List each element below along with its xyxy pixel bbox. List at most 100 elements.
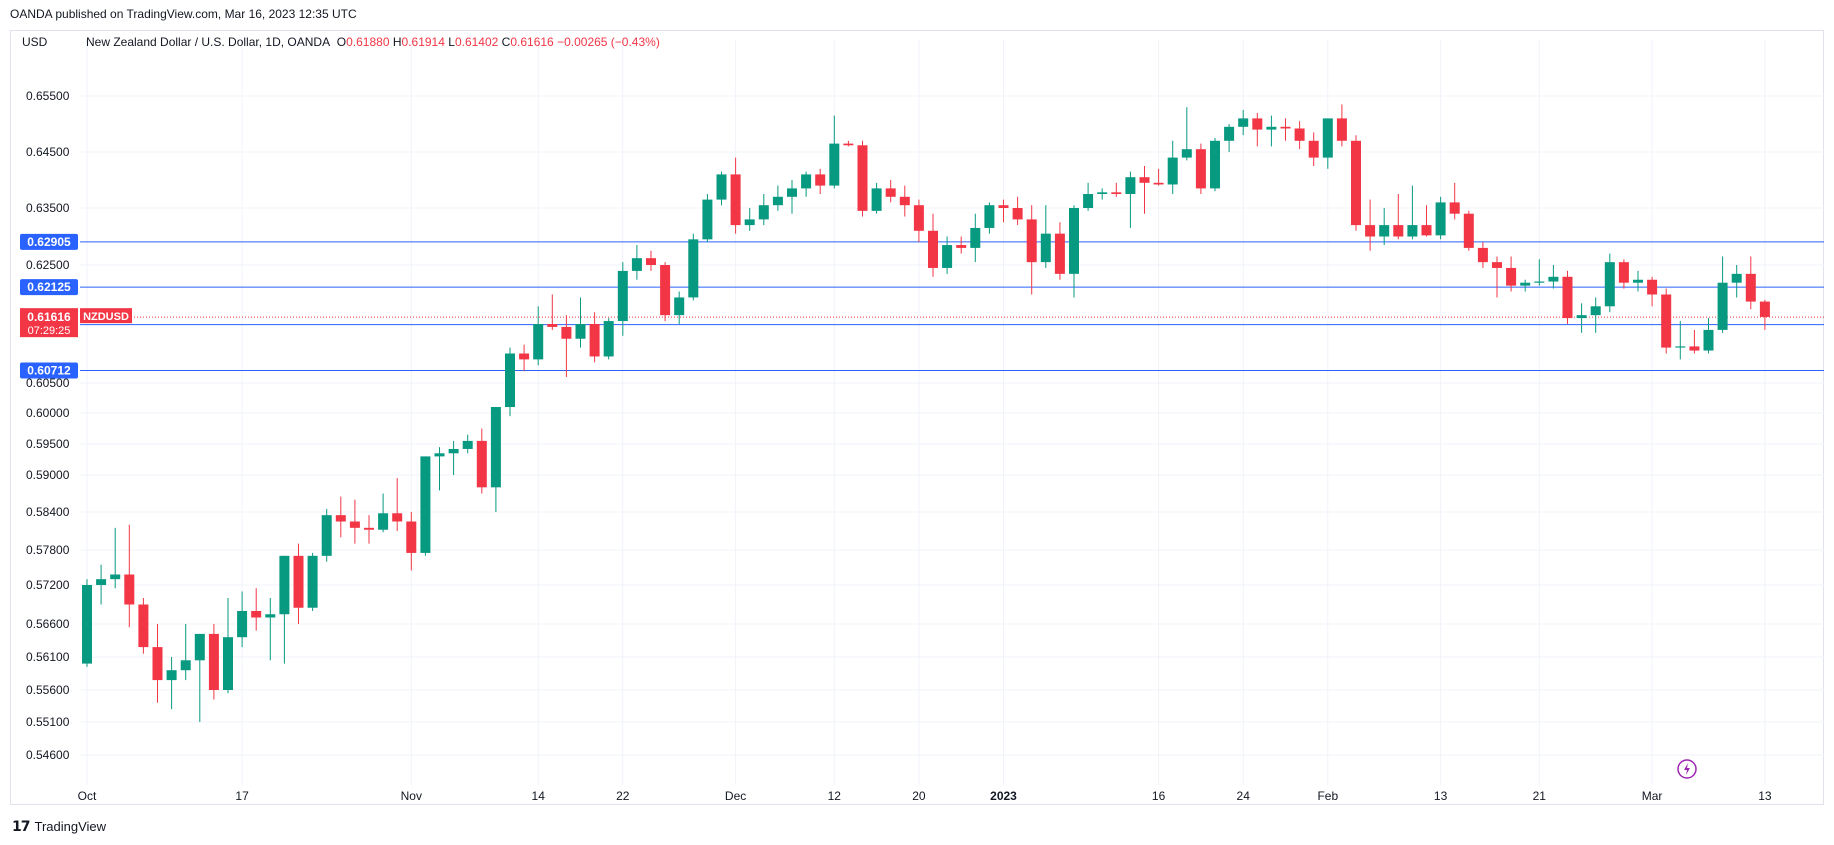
candle[interactable] <box>1322 118 1333 169</box>
candle[interactable] <box>1407 185 1418 240</box>
candle[interactable] <box>279 555 290 664</box>
candle[interactable] <box>1421 205 1432 237</box>
candle[interactable] <box>1562 270 1573 324</box>
candle[interactable] <box>1167 140 1178 194</box>
candle[interactable] <box>237 591 248 648</box>
candle[interactable] <box>688 233 699 301</box>
candle[interactable] <box>1125 171 1136 228</box>
candle[interactable] <box>533 306 544 366</box>
candle[interactable] <box>1365 199 1376 251</box>
candle[interactable] <box>490 407 501 512</box>
candle[interactable] <box>194 633 205 722</box>
candle[interactable] <box>970 213 981 263</box>
candle[interactable] <box>1463 210 1474 251</box>
candle[interactable] <box>1026 205 1037 295</box>
candle[interactable] <box>420 456 431 556</box>
candle[interactable] <box>349 499 360 544</box>
candle[interactable] <box>913 199 924 243</box>
candle[interactable] <box>110 527 121 589</box>
candle[interactable] <box>1012 196 1023 226</box>
candle[interactable] <box>82 579 92 667</box>
candle[interactable] <box>1590 297 1601 333</box>
candle[interactable] <box>1618 259 1629 289</box>
candle[interactable] <box>815 168 826 194</box>
candle[interactable] <box>857 140 868 217</box>
candle[interactable] <box>519 344 530 372</box>
candle[interactable] <box>942 236 953 274</box>
candle[interactable] <box>660 262 671 322</box>
candle[interactable] <box>293 543 304 624</box>
candle[interactable] <box>152 624 163 703</box>
candle[interactable] <box>1379 208 1390 246</box>
candle[interactable] <box>589 312 600 363</box>
candle[interactable] <box>744 208 755 231</box>
candle[interactable] <box>448 440 459 475</box>
candle[interactable] <box>928 213 938 277</box>
candle[interactable] <box>561 315 572 378</box>
candle[interactable] <box>575 297 586 348</box>
candle[interactable] <box>1661 288 1672 354</box>
candle[interactable] <box>1633 270 1643 292</box>
candle[interactable] <box>631 245 642 280</box>
candle[interactable] <box>392 478 403 531</box>
symbol-legend[interactable]: New Zealand Dollar / U.S. Dollar, 1D, OA… <box>86 35 660 49</box>
candle[interactable] <box>1477 242 1488 268</box>
candle[interactable] <box>223 598 233 694</box>
candle[interactable] <box>364 515 374 544</box>
candle[interactable] <box>1181 107 1192 161</box>
candle[interactable] <box>843 140 854 147</box>
candle[interactable] <box>885 180 896 203</box>
candle[interactable] <box>829 115 840 189</box>
candle[interactable] <box>1210 138 1220 192</box>
candle[interactable] <box>772 185 783 211</box>
candle[interactable] <box>505 347 515 417</box>
candle[interactable] <box>674 291 685 324</box>
candle[interactable] <box>1097 188 1108 200</box>
candle[interactable] <box>956 236 967 254</box>
candle[interactable] <box>166 657 177 710</box>
level-price-tag[interactable] <box>20 279 78 296</box>
candle[interactable] <box>1280 118 1291 141</box>
candle[interactable] <box>801 171 812 197</box>
candle[interactable] <box>1054 222 1065 280</box>
candle[interactable] <box>434 447 445 491</box>
level-price-tag[interactable] <box>20 362 78 379</box>
candle[interactable] <box>1139 166 1150 214</box>
candle[interactable] <box>1336 104 1347 147</box>
candle[interactable] <box>251 588 262 631</box>
candle[interactable] <box>984 202 995 234</box>
candle[interactable] <box>603 318 614 360</box>
candle[interactable] <box>1548 265 1559 289</box>
tradingview-footer[interactable]: 𝟭𝟳 TradingView <box>12 818 106 835</box>
candle[interactable] <box>96 564 107 605</box>
candle[interactable] <box>1252 112 1263 147</box>
candle[interactable] <box>646 250 656 271</box>
candle[interactable] <box>1731 265 1742 298</box>
candle[interactable] <box>265 598 276 661</box>
candle[interactable] <box>1647 276 1658 307</box>
candle[interactable] <box>758 194 769 226</box>
candle[interactable] <box>1111 182 1122 197</box>
candle[interactable] <box>1449 182 1460 220</box>
candle[interactable] <box>1759 299 1770 330</box>
lightning-icon[interactable] <box>1677 759 1697 779</box>
candle[interactable] <box>208 624 219 700</box>
candle[interactable] <box>462 434 473 454</box>
candle[interactable] <box>787 180 797 214</box>
candle[interactable] <box>1534 259 1545 286</box>
candle[interactable] <box>1195 143 1206 194</box>
candle[interactable] <box>1294 121 1305 150</box>
candle[interactable] <box>730 157 741 234</box>
candle[interactable] <box>899 185 910 217</box>
candle[interactable] <box>307 552 318 611</box>
candle[interactable] <box>1308 132 1319 166</box>
candle[interactable] <box>1040 205 1051 268</box>
candle[interactable] <box>1492 256 1502 298</box>
candle[interactable] <box>476 428 487 494</box>
candle[interactable] <box>1717 256 1728 333</box>
candle[interactable] <box>1576 303 1587 333</box>
candle[interactable] <box>1520 279 1531 292</box>
candle[interactable] <box>547 294 558 330</box>
candle[interactable] <box>138 598 149 654</box>
chart-frame[interactable] <box>10 30 1824 805</box>
